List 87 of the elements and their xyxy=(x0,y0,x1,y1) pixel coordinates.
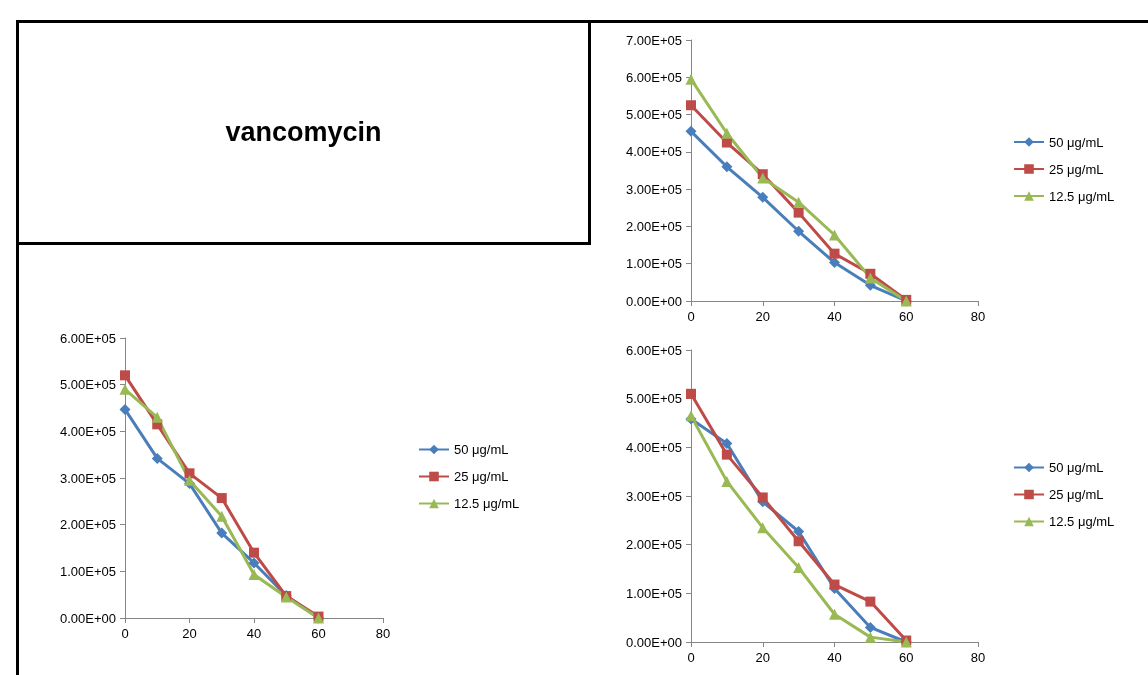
point xyxy=(248,557,260,569)
point xyxy=(865,596,876,607)
point xyxy=(793,536,804,547)
point xyxy=(686,388,696,399)
point xyxy=(829,229,840,241)
point xyxy=(829,248,840,259)
point xyxy=(721,437,733,449)
y-tick-label: 1.00E+05 xyxy=(625,256,682,272)
y-tick-label: 3.00E+05 xyxy=(59,470,116,486)
point xyxy=(864,621,876,633)
point xyxy=(248,569,260,581)
point xyxy=(793,196,805,208)
x-tick-label: 40 xyxy=(827,309,842,324)
y-tick-label: 4.00E+05 xyxy=(625,144,682,160)
point xyxy=(757,492,768,503)
x-tick-label: 20 xyxy=(755,309,770,324)
legend-label: 12.5 μg/mL xyxy=(1049,188,1115,204)
text: vancomycin xyxy=(225,117,382,148)
point xyxy=(685,73,697,85)
x-tick-label: 80 xyxy=(970,650,986,665)
point xyxy=(757,191,769,203)
point xyxy=(864,272,876,284)
legend-label: 25 μg/mL xyxy=(1049,161,1104,177)
y-tick-label: 0.00E+00 xyxy=(59,610,116,626)
point xyxy=(829,608,840,620)
legend-label: 50 μg/mL xyxy=(1049,134,1104,150)
y-tick-label: 5.00E+05 xyxy=(625,391,682,407)
legend-label: 25 μg/mL xyxy=(1049,487,1104,502)
y-tick-label: 3.00E+05 xyxy=(625,181,682,197)
point xyxy=(864,631,876,643)
y-tick-label: 4.00E+05 xyxy=(59,423,116,439)
y-tick-label: 2.00E+05 xyxy=(625,537,682,553)
point xyxy=(216,527,228,539)
point xyxy=(721,475,733,487)
point xyxy=(793,225,805,237)
point xyxy=(829,257,840,269)
legend-label: 12.5 μg/mL xyxy=(1049,514,1115,529)
point xyxy=(793,562,805,574)
point xyxy=(721,161,733,173)
y-tick-label: 1.00E+05 xyxy=(59,563,116,579)
y-tick-label: 0.00E+00 xyxy=(625,634,682,650)
legend-label: 50 μg/mL xyxy=(1049,460,1104,475)
point xyxy=(721,127,733,139)
point xyxy=(151,411,163,423)
y-tick-label: 2.00E+05 xyxy=(59,517,116,533)
y-tick-label: 5.00E+05 xyxy=(625,107,682,123)
y-tick-label: 6.00E+05 xyxy=(59,330,116,346)
y-tick-label: 0.00E+00 xyxy=(625,293,682,309)
point xyxy=(793,207,804,218)
legend-label: 12.5 μg/mL xyxy=(454,496,520,511)
y-tick-label: 7.00E+05 xyxy=(625,32,682,48)
y-tick-label: 6.00E+05 xyxy=(625,342,682,358)
point xyxy=(721,137,732,148)
point xyxy=(829,579,840,590)
x-tick-label: 60 xyxy=(899,650,914,665)
y-tick-label: 2.00E+05 xyxy=(625,218,682,234)
y-tick-label: 3.00E+05 xyxy=(625,488,682,504)
point xyxy=(184,474,195,486)
x-tick-label: 20 xyxy=(755,650,770,665)
legend-label: 25 μg/mL xyxy=(454,469,509,484)
point xyxy=(721,449,732,460)
x-tick-label: 60 xyxy=(311,626,326,641)
point xyxy=(216,493,227,504)
point xyxy=(216,510,228,522)
x-tick-label: 20 xyxy=(182,626,197,641)
point xyxy=(686,100,696,111)
point xyxy=(685,125,697,137)
point xyxy=(249,547,259,558)
point xyxy=(119,403,131,415)
x-tick-label: 80 xyxy=(375,626,391,641)
legend-label: 50 μg/mL xyxy=(454,442,509,457)
x-tick-label: 80 xyxy=(970,309,986,324)
x-tick-label: 0 xyxy=(687,650,695,665)
point xyxy=(120,370,130,381)
x-tick-label: 60 xyxy=(899,309,914,324)
y-tick-label: 1.00E+05 xyxy=(625,585,682,601)
x-tick-label: 40 xyxy=(827,650,842,665)
y-tick-label: 5.00E+05 xyxy=(59,377,116,393)
x-tick-label: 40 xyxy=(246,626,262,641)
y-tick-label: 4.00E+05 xyxy=(625,439,682,455)
y-tick-label: 6.00E+05 xyxy=(625,69,682,85)
point xyxy=(184,468,195,479)
point xyxy=(793,526,805,538)
x-tick-label: 0 xyxy=(687,309,695,324)
x-tick-label: 0 xyxy=(121,626,129,641)
point xyxy=(151,452,163,464)
point xyxy=(757,172,769,184)
